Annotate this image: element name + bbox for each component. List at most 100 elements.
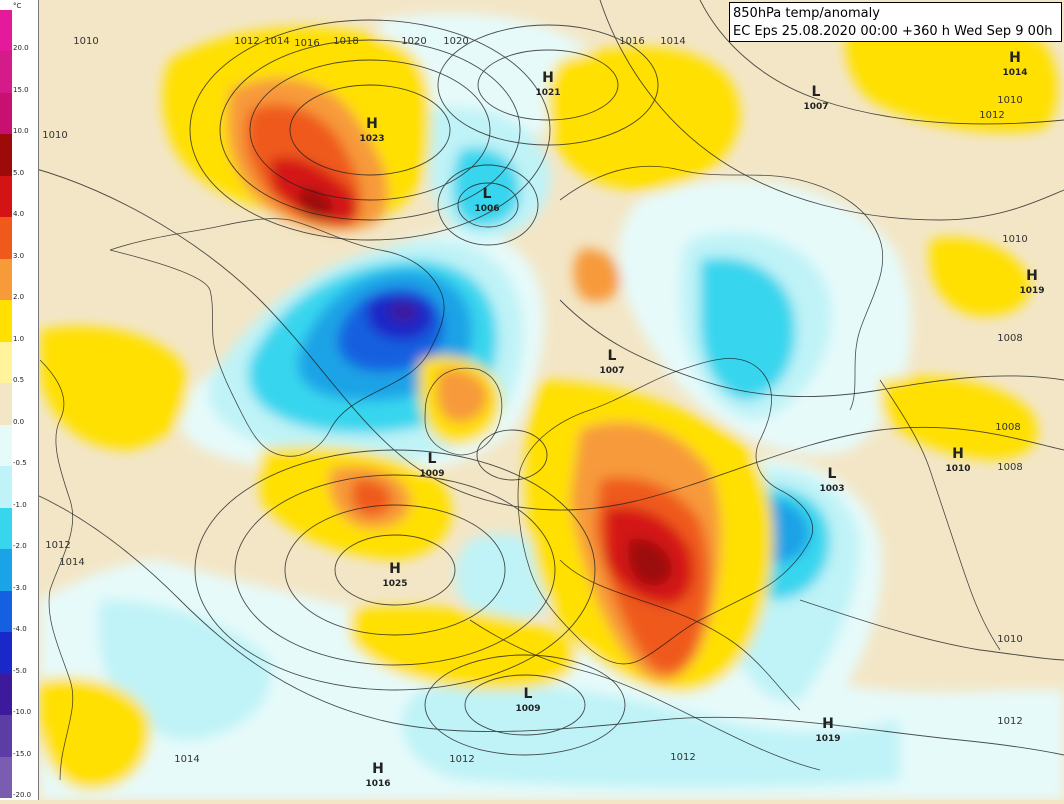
legend-swatch bbox=[0, 10, 12, 52]
legend-label: -20.0 bbox=[13, 791, 32, 799]
title-box: 850hPa temp/anomaly EC Eps 25.08.2020 00… bbox=[729, 2, 1062, 42]
coastline-mediterranean bbox=[559, 559, 801, 711]
legend-label: 20.0 bbox=[13, 44, 29, 53]
legend-label: 10.0 bbox=[13, 127, 29, 136]
map-title: 850hPa temp/anomaly bbox=[733, 6, 880, 21]
coastline-africa bbox=[469, 619, 821, 771]
isobar-label: 1010 bbox=[997, 634, 1022, 645]
isobar-label: 1016 bbox=[619, 36, 644, 47]
anomaly-red bbox=[628, 539, 672, 586]
isobar-label: 1012 bbox=[45, 540, 70, 551]
anomaly-blue bbox=[390, 300, 418, 323]
pressure-value: 1016 bbox=[365, 779, 390, 789]
anomaly-yellow bbox=[845, 16, 1058, 133]
pressure-value: 1006 bbox=[474, 204, 499, 214]
high-pressure-symbol: H bbox=[1026, 268, 1038, 284]
coastline-east-asia bbox=[879, 379, 1001, 651]
isobar bbox=[457, 182, 519, 228]
legend-swatch bbox=[0, 134, 12, 177]
legend-label: -1.0 bbox=[13, 500, 27, 509]
isobar bbox=[464, 674, 586, 736]
anomaly-yellow bbox=[880, 376, 1038, 460]
isobar bbox=[476, 429, 548, 481]
isobar-label: 1010 bbox=[1002, 234, 1027, 245]
isobar bbox=[559, 299, 1064, 398]
anomaly-light-cyan bbox=[401, 683, 900, 788]
legend-label: -15.0 bbox=[13, 749, 32, 758]
coastline-europe bbox=[517, 358, 813, 665]
low-pressure-symbol: L bbox=[812, 84, 821, 100]
isobar-label: 1008 bbox=[995, 422, 1020, 433]
legend-swatch bbox=[0, 590, 12, 633]
low-pressure-symbol: L bbox=[524, 686, 533, 702]
legend-swatch bbox=[0, 715, 12, 758]
legend-label: 3.0 bbox=[13, 251, 25, 260]
legend-label: 4.0 bbox=[13, 210, 25, 219]
isobar-label: 1010 bbox=[42, 130, 67, 141]
high-pressure-symbol: H bbox=[389, 561, 401, 577]
legend-swatch bbox=[0, 549, 12, 592]
pressure-centers: H 1023 H 1021 L 1007 H 1014 L 1006 L 1007 L 1009 H 1025… bbox=[359, 50, 1044, 789]
coastline-north-america bbox=[109, 218, 445, 457]
isobar-label: 1014 bbox=[174, 754, 199, 765]
isobar-label: 1014 bbox=[59, 557, 84, 568]
anomaly-red bbox=[298, 188, 333, 219]
high-pressure-symbol: H bbox=[1009, 50, 1021, 66]
high-pressure-symbol: H bbox=[822, 716, 834, 732]
pressure-value: 1025 bbox=[382, 579, 407, 589]
coastline-asia bbox=[559, 165, 884, 411]
isobar bbox=[799, 599, 1064, 661]
pressure-value: 1009 bbox=[419, 469, 444, 479]
coastlines bbox=[39, 165, 1001, 781]
legend-label: 5.0 bbox=[13, 168, 25, 177]
isobar bbox=[289, 84, 451, 176]
legend-swatch bbox=[0, 383, 12, 426]
legend-swatch bbox=[0, 258, 12, 301]
isobar-label: 1008 bbox=[997, 462, 1022, 473]
legend-label: 2.0 bbox=[13, 293, 25, 302]
isobars bbox=[0, 0, 1064, 756]
high-pressure-symbol: H bbox=[372, 761, 384, 777]
isobar bbox=[284, 504, 506, 636]
low-pressure-symbol: L bbox=[428, 451, 437, 467]
low-pressure-symbol: L bbox=[608, 348, 617, 364]
isobar bbox=[334, 534, 456, 606]
map-subtitle: EC Eps 25.08.2020 00:00 +360 h Wed Sep 9… bbox=[733, 24, 1053, 39]
isobar-label: 1010 bbox=[73, 36, 98, 47]
isobar bbox=[424, 654, 626, 756]
anomaly-yellow bbox=[929, 237, 1031, 317]
isobar bbox=[194, 449, 596, 691]
legend-label: 0.5 bbox=[13, 376, 25, 385]
isobar bbox=[699, 0, 1064, 125]
isobar-label: 1012 bbox=[670, 752, 695, 763]
legend-swatch bbox=[0, 300, 12, 343]
anomaly-light-cyan bbox=[98, 600, 272, 740]
isobar-label: 1018 bbox=[333, 36, 358, 47]
high-pressure-symbol: H bbox=[952, 446, 964, 462]
legend-swatch bbox=[0, 92, 12, 135]
isobar bbox=[0, 479, 1064, 756]
isobar-label: 1014 bbox=[660, 36, 685, 47]
isobar-label: 1020 bbox=[443, 36, 468, 47]
legend-label: -2.0 bbox=[13, 542, 27, 551]
legend-label: -10.0 bbox=[13, 708, 32, 717]
pressure-value: 1003 bbox=[819, 484, 844, 494]
legend-swatch bbox=[0, 424, 12, 467]
legend-label: -4.0 bbox=[13, 625, 27, 634]
isobar bbox=[219, 39, 521, 221]
anomaly-field bbox=[40, 13, 1064, 800]
isobar bbox=[437, 24, 659, 146]
legend-label: -5.0 bbox=[13, 666, 27, 675]
pressure-value: 1010 bbox=[945, 464, 970, 474]
anomaly-orange bbox=[436, 368, 488, 423]
pressure-value: 1023 bbox=[359, 134, 384, 144]
high-pressure-symbol: H bbox=[366, 116, 378, 132]
coastline-greenland bbox=[424, 367, 503, 456]
anomaly-red-orange bbox=[351, 478, 392, 516]
isobar-label: 1012 bbox=[449, 754, 474, 765]
isobar-label: 1012 bbox=[997, 716, 1022, 727]
legend-swatch bbox=[0, 756, 12, 799]
coastline-west bbox=[39, 359, 74, 781]
isobar-label: 1010 bbox=[997, 95, 1022, 106]
